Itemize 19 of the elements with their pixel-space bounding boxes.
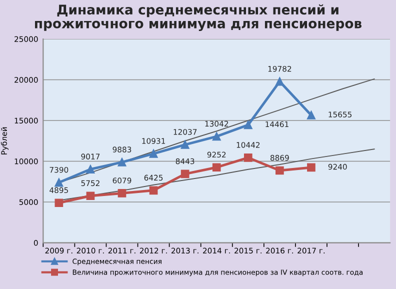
point xyxy=(118,158,126,166)
point xyxy=(276,77,284,86)
point xyxy=(212,132,221,141)
point xyxy=(54,178,64,187)
point xyxy=(180,140,190,149)
chart-title: Динамика среднемесячных пенсий и прожиточного минимума для пенсионеров xyxy=(35,4,362,32)
point xyxy=(244,153,252,162)
point xyxy=(118,189,126,198)
point xyxy=(276,166,284,175)
point xyxy=(244,120,252,130)
point xyxy=(86,165,95,174)
point xyxy=(86,192,95,200)
point xyxy=(307,111,316,120)
point xyxy=(149,186,158,195)
point xyxy=(212,163,221,172)
point xyxy=(307,163,316,172)
point xyxy=(54,198,64,208)
point xyxy=(180,170,190,178)
point xyxy=(149,150,158,158)
